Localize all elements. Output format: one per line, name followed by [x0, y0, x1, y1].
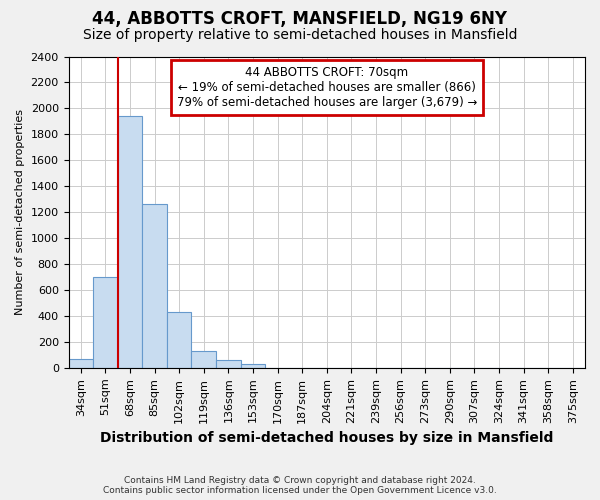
Bar — [216, 360, 241, 368]
Bar — [142, 204, 167, 368]
Bar — [68, 359, 93, 368]
Text: Contains HM Land Registry data © Crown copyright and database right 2024.
Contai: Contains HM Land Registry data © Crown c… — [103, 476, 497, 495]
Bar — [118, 116, 142, 368]
Bar — [93, 277, 118, 368]
Y-axis label: Number of semi-detached properties: Number of semi-detached properties — [15, 109, 25, 315]
X-axis label: Distribution of semi-detached houses by size in Mansfield: Distribution of semi-detached houses by … — [100, 431, 553, 445]
Text: Size of property relative to semi-detached houses in Mansfield: Size of property relative to semi-detach… — [83, 28, 517, 42]
Bar — [241, 364, 265, 368]
Bar — [167, 312, 191, 368]
Bar — [191, 351, 216, 368]
Text: 44, ABBOTTS CROFT, MANSFIELD, NG19 6NY: 44, ABBOTTS CROFT, MANSFIELD, NG19 6NY — [92, 10, 508, 28]
Text: 44 ABBOTTS CROFT: 70sqm
← 19% of semi-detached houses are smaller (866)
79% of s: 44 ABBOTTS CROFT: 70sqm ← 19% of semi-de… — [176, 66, 477, 109]
